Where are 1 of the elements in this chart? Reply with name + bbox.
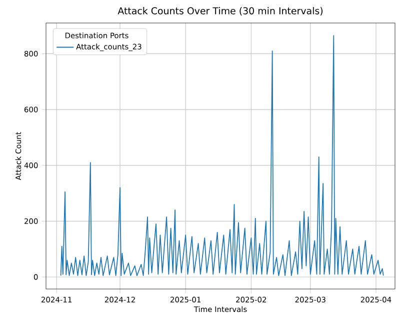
chart-title: Attack Counts Over Time (30 min Intervals) [118, 7, 323, 16]
